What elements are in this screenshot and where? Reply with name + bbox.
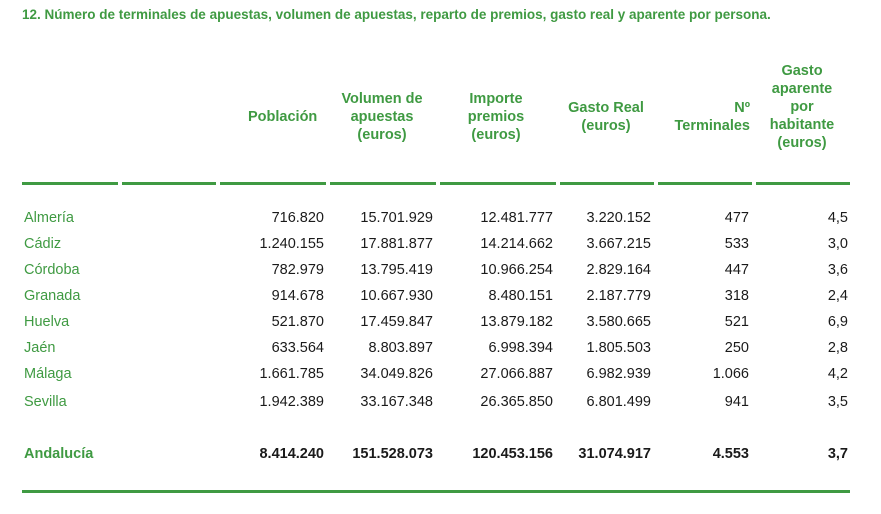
cell-volumen: 17.881.877 — [360, 236, 433, 252]
cell-terminales: 941 — [724, 394, 749, 410]
cell-poblacion: 914.678 — [271, 288, 324, 304]
row-name: Almería — [24, 210, 74, 226]
cell-volumen: 33.167.348 — [360, 394, 433, 410]
total-importe: 120.453.156 — [472, 446, 553, 462]
cell-volumen: 10.667.930 — [360, 288, 433, 304]
cell-terminales: 477 — [724, 210, 749, 226]
cell-volumen: 34.049.826 — [360, 366, 433, 382]
table-row-malaga: Málaga 1.661.785 34.049.826 27.066.887 6… — [0, 366, 881, 392]
cell-gasto-real: 3.667.215 — [586, 236, 651, 252]
row-name: Córdoba — [24, 262, 80, 278]
cell-poblacion: 633.564 — [271, 340, 324, 356]
cell-terminales: 318 — [724, 288, 749, 304]
table-row-granada: Granada 914.678 10.667.930 8.480.151 2.1… — [0, 288, 881, 314]
cell-gasto-real: 2.829.164 — [586, 262, 651, 278]
cell-gasto-aparente: 3,6 — [827, 262, 848, 278]
cell-volumen: 17.459.847 — [360, 314, 433, 330]
table-row-jaen: Jaén 633.564 8.803.897 6.998.394 1.805.5… — [0, 340, 881, 366]
cell-poblacion: 1.942.389 — [259, 394, 324, 410]
cell-gasto-aparente: 4,2 — [827, 366, 848, 382]
cell-importe: 10.966.254 — [480, 262, 553, 278]
cell-terminales: 521 — [724, 314, 749, 330]
cell-terminales: 447 — [724, 262, 749, 278]
cell-volumen: 15.701.929 — [360, 210, 433, 226]
cell-terminales: 533 — [724, 236, 749, 252]
header-rule-8 — [756, 182, 850, 185]
header-rule-5 — [440, 182, 556, 185]
row-name: Málaga — [24, 366, 72, 382]
table-row-huelva: Huelva 521.870 17.459.847 13.879.182 3.5… — [0, 314, 881, 340]
table-row-almeria: Almería 716.820 15.701.929 12.481.777 3.… — [0, 210, 881, 236]
header-rule-3 — [220, 182, 326, 185]
cell-poblacion: 782.979 — [271, 262, 324, 278]
cell-gasto-real: 6.982.939 — [586, 366, 651, 382]
header-rule-6 — [560, 182, 654, 185]
cell-volumen: 13.795.419 — [360, 262, 433, 278]
total-gasto-real: 31.074.917 — [578, 446, 651, 462]
cell-gasto-real: 3.580.665 — [586, 314, 651, 330]
header-poblacion: Población — [248, 109, 318, 125]
cell-gasto-aparente: 2,4 — [827, 288, 848, 304]
cell-importe: 13.879.182 — [480, 314, 553, 330]
cell-gasto-real: 3.220.152 — [586, 210, 651, 226]
table-row-cordoba: Córdoba 782.979 13.795.419 10.966.254 2.… — [0, 262, 881, 288]
table-title: 12. Número de terminales de apuestas, vo… — [22, 7, 771, 22]
cell-importe: 27.066.887 — [480, 366, 553, 382]
cell-importe: 6.998.394 — [488, 340, 553, 356]
cell-poblacion: 521.870 — [271, 314, 324, 330]
row-name: Huelva — [24, 314, 70, 330]
header-rule-2 — [122, 182, 216, 185]
total-poblacion: 8.414.240 — [259, 446, 324, 462]
row-name: Cádiz — [24, 236, 62, 252]
header-volumen: Volumen de apuestas (euros) — [341, 91, 423, 143]
header-rule-7 — [658, 182, 752, 185]
cell-gasto-aparente: 2,8 — [827, 340, 848, 356]
header-gasto-aparente: Gasto aparente por habitante (euros) — [769, 63, 835, 151]
cell-gasto-real: 1.805.503 — [586, 340, 651, 356]
cell-gasto-aparente: 4,5 — [827, 210, 848, 226]
row-name: Granada — [24, 288, 81, 304]
table-row-cadiz: Cádiz 1.240.155 17.881.877 14.214.662 3.… — [0, 236, 881, 262]
total-terminales: 4.553 — [712, 446, 749, 462]
cell-gasto-aparente: 6,9 — [827, 314, 848, 330]
cell-gasto-real: 6.801.499 — [586, 394, 651, 410]
cell-importe: 12.481.777 — [480, 210, 553, 226]
row-name: Jaén — [24, 340, 56, 356]
row-name: Sevilla — [24, 394, 67, 410]
cell-gasto-real: 2.187.779 — [586, 288, 651, 304]
total-name: Andalucía — [24, 446, 94, 462]
header-gasto-real: Gasto Real (euros) — [568, 100, 644, 134]
header-rule-1 — [22, 182, 118, 185]
cell-poblacion: 716.820 — [271, 210, 324, 226]
cell-importe: 8.480.151 — [488, 288, 553, 304]
header-rule-4 — [330, 182, 436, 185]
cell-gasto-aparente: 3,0 — [827, 236, 848, 252]
cell-importe: 26.365.850 — [480, 394, 553, 410]
header-importe: Importe premios (euros) — [467, 91, 525, 143]
total-volumen: 151.528.073 — [352, 446, 433, 462]
cell-terminales: 250 — [724, 340, 749, 356]
cell-gasto-aparente: 3,5 — [827, 394, 848, 410]
cell-volumen: 8.803.897 — [368, 340, 433, 356]
cell-importe: 14.214.662 — [480, 236, 553, 252]
table-row-sevilla: Sevilla 1.942.389 33.167.348 26.365.850 … — [0, 394, 881, 420]
cell-poblacion: 1.661.785 — [259, 366, 324, 382]
table-row-total: Andalucía 8.414.240 151.528.073 120.453.… — [0, 446, 881, 472]
cell-poblacion: 1.240.155 — [259, 236, 324, 252]
header-terminales: Nº Terminales — [674, 100, 751, 134]
bottom-rule — [22, 490, 850, 493]
cell-terminales: 1.066 — [712, 366, 749, 382]
total-gasto-aparente: 3,7 — [827, 446, 848, 462]
